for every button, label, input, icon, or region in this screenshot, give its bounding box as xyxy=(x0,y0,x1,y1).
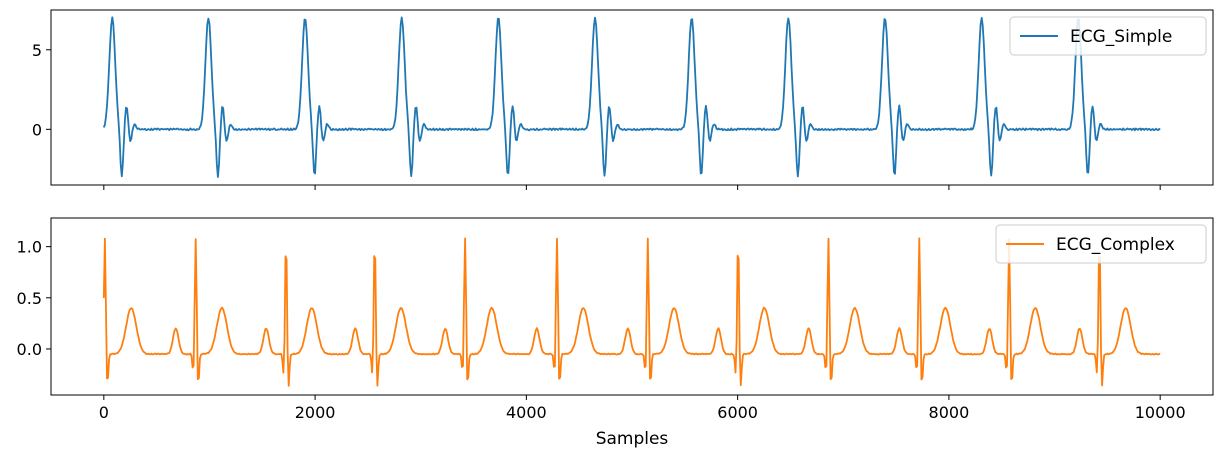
y-tick-label: 0.5 xyxy=(17,289,42,308)
x-tick-label: 8000 xyxy=(929,403,970,422)
y-tick-label: 0.0 xyxy=(17,340,42,359)
x-tick-label: 0 xyxy=(99,403,109,422)
x-axis-label: Samples xyxy=(596,429,669,449)
x-tick-label: 4000 xyxy=(506,403,547,422)
legend: ECG_Simple xyxy=(1009,16,1207,56)
legend: ECG_Complex xyxy=(995,224,1207,264)
y-tick-label: 1.0 xyxy=(17,238,42,257)
x-tick-label: 10000 xyxy=(1135,403,1186,422)
legend-box xyxy=(995,224,1207,264)
y-tick-label: 0 xyxy=(32,120,42,139)
legend-label: ECG_Simple xyxy=(1070,27,1172,47)
series-line-ECG_Simple xyxy=(102,16,1161,178)
axes-frame xyxy=(50,217,1214,396)
legend-label: ECG_Complex xyxy=(1056,235,1175,255)
y-tick-label: 5 xyxy=(32,41,42,60)
x-tick-label: 2000 xyxy=(295,403,336,422)
x-tick-label: 6000 xyxy=(717,403,758,422)
legend-box xyxy=(1009,16,1207,56)
bottom-panel: 0 2000 4000 6000 8000 10000 0.0 0.5 1.0 Samples EC… xyxy=(17,217,1214,449)
series-line-ECG_Complex xyxy=(102,237,1161,387)
axes-frame xyxy=(50,9,1214,186)
top-panel: 0 5 ECG_Simple xyxy=(32,9,1214,190)
